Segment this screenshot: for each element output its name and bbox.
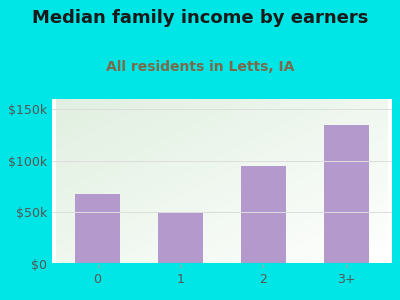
Bar — [324, 125, 369, 264]
Bar — [158, 212, 203, 264]
Text: Median family income by earners: Median family income by earners — [32, 9, 368, 27]
Bar — [241, 166, 286, 264]
Text: All residents in Letts, IA: All residents in Letts, IA — [106, 60, 294, 74]
Bar — [75, 194, 120, 264]
